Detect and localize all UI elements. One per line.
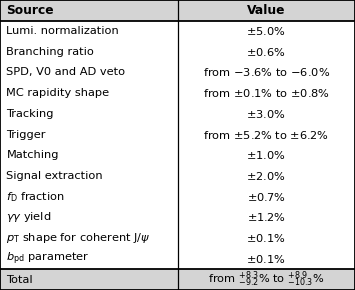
Text: from $^{+8.3}_{-9.2}\%$ to $^{+8.9}_{-10.3}\%$: from $^{+8.3}_{-9.2}\%$ to $^{+8.9}_{-10… bbox=[208, 270, 324, 289]
Text: $\pm0.7\%$: $\pm0.7\%$ bbox=[247, 191, 286, 203]
Text: from $-3.6\%$ to $-6.0\%$: from $-3.6\%$ to $-6.0\%$ bbox=[203, 66, 330, 79]
Bar bbox=[178, 124, 355, 145]
Text: $b_{\mathrm{pd}}$ parameter: $b_{\mathrm{pd}}$ parameter bbox=[6, 251, 90, 267]
Bar bbox=[178, 83, 355, 104]
Text: $f_{\mathrm{D}}$ fraction: $f_{\mathrm{D}}$ fraction bbox=[6, 190, 65, 204]
Text: $\pm3.0\%$: $\pm3.0\%$ bbox=[246, 108, 286, 120]
Bar bbox=[0, 41, 178, 62]
Bar bbox=[178, 249, 355, 269]
Bar bbox=[178, 62, 355, 83]
Text: Total: Total bbox=[6, 275, 33, 285]
Text: from $\pm0.1\%$ to $\pm0.8\%$: from $\pm0.1\%$ to $\pm0.8\%$ bbox=[203, 87, 330, 99]
Text: $\pm0.1\%$: $\pm0.1\%$ bbox=[246, 232, 286, 244]
Text: $\pm0.1\%$: $\pm0.1\%$ bbox=[246, 253, 286, 265]
Bar bbox=[0, 124, 178, 145]
Text: $\pm1.2\%$: $\pm1.2\%$ bbox=[247, 211, 286, 224]
Bar bbox=[0, 249, 178, 269]
Text: MC rapidity shape: MC rapidity shape bbox=[6, 88, 109, 98]
Bar bbox=[0, 83, 178, 104]
Bar bbox=[0, 269, 178, 290]
Bar bbox=[0, 207, 178, 228]
Bar bbox=[178, 207, 355, 228]
Text: Signal extraction: Signal extraction bbox=[6, 171, 103, 181]
Text: Trigger: Trigger bbox=[6, 130, 46, 140]
Text: $\gamma\gamma$ yield: $\gamma\gamma$ yield bbox=[6, 211, 52, 224]
Text: $\pm2.0\%$: $\pm2.0\%$ bbox=[246, 170, 286, 182]
Text: Branching ratio: Branching ratio bbox=[6, 47, 94, 57]
Text: Matching: Matching bbox=[6, 150, 59, 160]
Bar bbox=[0, 62, 178, 83]
Bar bbox=[0, 145, 178, 166]
Bar bbox=[0, 228, 178, 249]
Text: $p_{\mathrm{T}}$ shape for coherent J/$\psi$: $p_{\mathrm{T}}$ shape for coherent J/$\… bbox=[6, 231, 151, 245]
Text: $\pm1.0\%$: $\pm1.0\%$ bbox=[246, 149, 286, 161]
Text: Source: Source bbox=[6, 4, 54, 17]
Text: Tracking: Tracking bbox=[6, 109, 54, 119]
Bar bbox=[0, 104, 178, 124]
Bar bbox=[178, 269, 355, 290]
Bar bbox=[178, 145, 355, 166]
Text: from $\pm5.2\%$ to $\pm6.2\%$: from $\pm5.2\%$ to $\pm6.2\%$ bbox=[203, 129, 329, 141]
Text: $\pm5.0\%$: $\pm5.0\%$ bbox=[246, 25, 286, 37]
Bar bbox=[178, 228, 355, 249]
Text: Value: Value bbox=[247, 4, 285, 17]
Bar bbox=[178, 104, 355, 124]
Bar bbox=[0, 0, 178, 21]
Bar bbox=[0, 186, 178, 207]
Bar bbox=[178, 21, 355, 41]
Bar bbox=[0, 21, 178, 41]
Bar bbox=[178, 0, 355, 21]
Bar bbox=[178, 41, 355, 62]
Bar bbox=[178, 166, 355, 186]
Bar bbox=[178, 186, 355, 207]
Text: Lumi. normalization: Lumi. normalization bbox=[6, 26, 119, 36]
Text: SPD, V0 and AD veto: SPD, V0 and AD veto bbox=[6, 68, 126, 77]
Text: $\pm0.6\%$: $\pm0.6\%$ bbox=[246, 46, 286, 58]
Bar bbox=[0, 166, 178, 186]
